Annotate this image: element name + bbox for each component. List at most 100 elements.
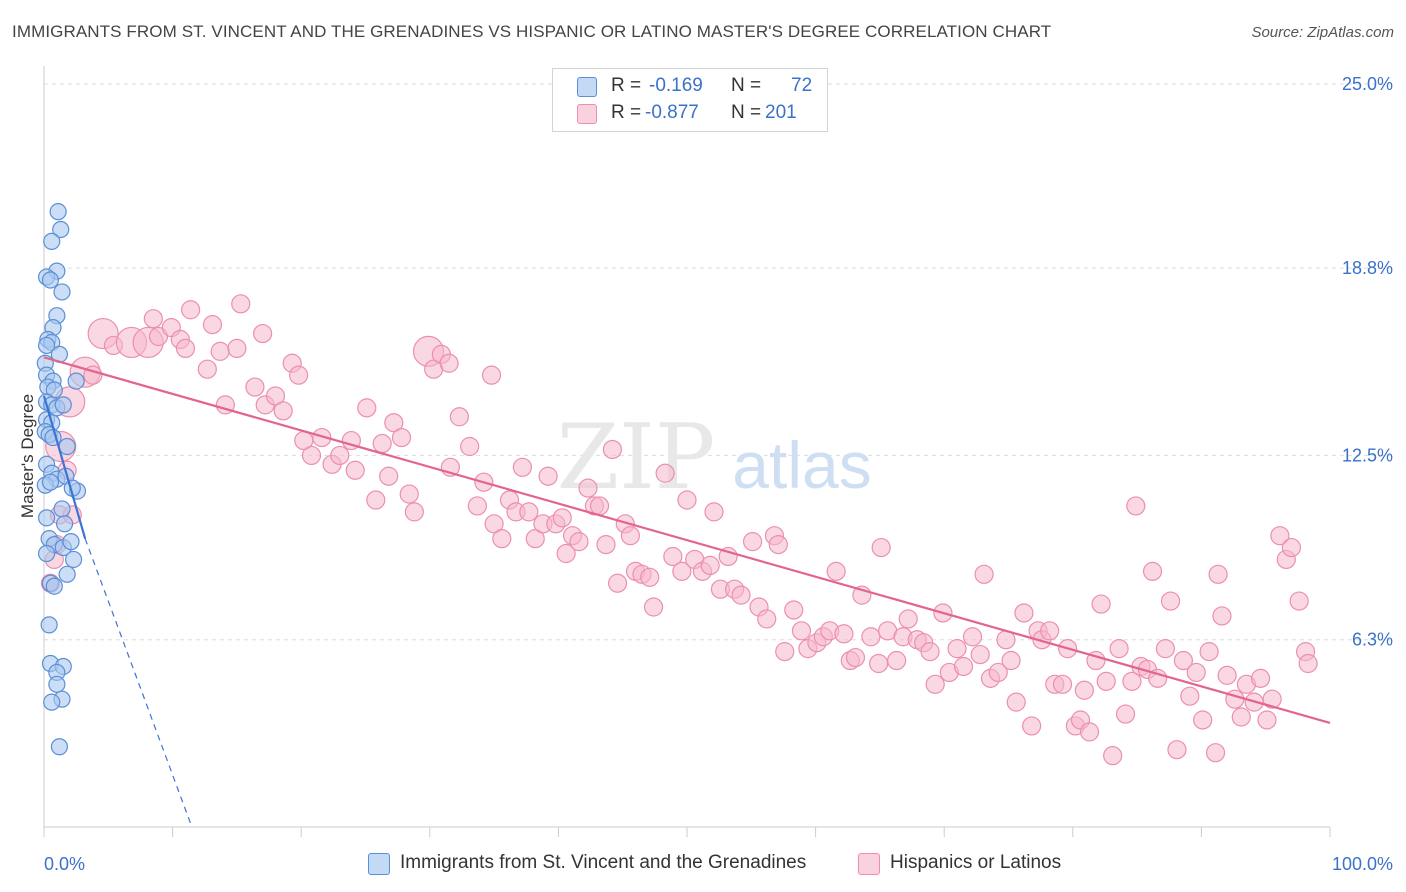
hispanics-point-156 bbox=[1167, 740, 1187, 760]
hispanics-point-141 bbox=[1079, 722, 1100, 742]
hispanics-point-166 bbox=[1225, 689, 1245, 709]
svg-immigrants-point-56 bbox=[50, 738, 69, 756]
hispanics-point-56 bbox=[512, 457, 532, 477]
hispanics-point-158 bbox=[1180, 686, 1200, 706]
hispanics-point-107 bbox=[861, 627, 881, 647]
hispanics-point-131 bbox=[1022, 716, 1042, 736]
hispanics-point-26 bbox=[289, 365, 309, 385]
hispanics-point-113 bbox=[898, 609, 918, 629]
hispanics-point-109 bbox=[871, 537, 891, 558]
svg-immigrants-point-0 bbox=[49, 203, 67, 221]
legend-swatch-series2 bbox=[577, 104, 597, 124]
hispanics-point-79 bbox=[663, 546, 683, 567]
chart-title: IMMIGRANTS FROM ST. VINCENT AND THE GREN… bbox=[12, 22, 1052, 41]
hispanics-point-124 bbox=[974, 564, 994, 584]
hispanics-point-157 bbox=[1173, 650, 1193, 671]
hispanics-point-58 bbox=[525, 529, 545, 549]
hispanics-point-108 bbox=[869, 653, 889, 674]
hispanics-point-105 bbox=[845, 647, 866, 668]
hispanics-point-12 bbox=[175, 338, 196, 359]
hispanics-point-14 bbox=[197, 359, 217, 379]
hispanics-point-164 bbox=[1212, 606, 1232, 626]
hispanics-point-134 bbox=[1040, 621, 1060, 641]
legend-r-label: R = bbox=[611, 75, 642, 96]
hispanics-point-148 bbox=[1122, 671, 1142, 691]
hispanics-point-28 bbox=[301, 445, 322, 466]
hispanics-point-80 bbox=[672, 561, 692, 581]
watermark-atlas: atlas bbox=[732, 428, 871, 502]
hispanics-point-122 bbox=[962, 627, 983, 647]
hispanics-point-92 bbox=[757, 609, 777, 629]
hispanics-point-63 bbox=[556, 543, 576, 564]
hispanics-point-146 bbox=[1109, 639, 1129, 659]
hispanics-point-21 bbox=[253, 323, 273, 344]
svg-immigrants-point-18 bbox=[67, 372, 85, 390]
bottom-legend-swatch-series1 bbox=[368, 853, 390, 875]
svg-immigrants-point-53 bbox=[48, 675, 66, 693]
hispanics-point-57 bbox=[519, 502, 539, 522]
hispanics-point-96 bbox=[784, 600, 804, 620]
hispanics-point-60 bbox=[538, 466, 558, 486]
hispanics-point-18 bbox=[227, 338, 247, 359]
hispanics-point-111 bbox=[887, 650, 907, 671]
legend: R = -0.169 N = 72 R = -0.877 N = 201 bbox=[552, 68, 828, 132]
hispanics-point-69 bbox=[596, 534, 616, 555]
hispanics-point-171 bbox=[1257, 710, 1277, 730]
hispanics-trend-line bbox=[43, 356, 1331, 725]
hispanics-point-163 bbox=[1208, 564, 1228, 584]
x-tick-label-max: 100.0% bbox=[1332, 854, 1393, 874]
hispanics-point-49 bbox=[467, 496, 487, 516]
hispanics-point-140 bbox=[1074, 680, 1094, 700]
series-hispanics-points bbox=[40, 294, 1318, 766]
x-tick-label-min: 0.0% bbox=[44, 854, 85, 874]
hispanics-point-102 bbox=[826, 561, 846, 581]
svg-immigrants-point-2 bbox=[43, 232, 61, 250]
series-svg-immigrants-points bbox=[36, 203, 87, 756]
legend-n-value: 201 bbox=[765, 102, 797, 123]
hispanics-point-147 bbox=[1115, 704, 1136, 724]
svg-immigrants-point-47 bbox=[45, 577, 63, 595]
hispanics-point-19 bbox=[231, 294, 251, 314]
hispanics-point-38 bbox=[384, 413, 404, 433]
svg-immigrants-point-6 bbox=[53, 283, 71, 301]
source-label: Source: ZipAtlas.com bbox=[1251, 24, 1394, 41]
hispanics-point-52 bbox=[484, 514, 504, 534]
bottom-legend: Immigrants from St. Vincent and the Gren… bbox=[0, 852, 1406, 878]
hispanics-point-78 bbox=[655, 463, 675, 483]
hispanics-point-129 bbox=[1006, 692, 1026, 712]
svg-immigrants-point-28 bbox=[58, 437, 76, 456]
hispanics-point-95 bbox=[775, 642, 795, 662]
hispanics-point-120 bbox=[947, 639, 967, 659]
hispanics-point-29 bbox=[312, 427, 332, 448]
hispanics-point-85 bbox=[704, 502, 724, 522]
legend-r-label: R = bbox=[611, 102, 642, 123]
tick-labels: 6.3% 12.5% 18.8% 25.0% 0.0% 100.0% bbox=[44, 74, 1393, 874]
hispanics-point-116 bbox=[920, 642, 940, 662]
hispanics-point-70 bbox=[602, 439, 623, 460]
hispanics-point-145 bbox=[1103, 746, 1123, 766]
hispanics-point-126 bbox=[988, 662, 1008, 683]
hispanics-point-130 bbox=[1014, 603, 1034, 623]
hispanics-point-128 bbox=[1001, 650, 1021, 671]
hispanics-point-65 bbox=[569, 532, 589, 552]
hispanics-point-47 bbox=[449, 407, 469, 427]
svg-immigrants-point-48 bbox=[58, 565, 76, 583]
hispanics-point-39 bbox=[391, 427, 412, 448]
hispanics-point-71 bbox=[607, 573, 628, 593]
legend-n-value: 72 bbox=[791, 75, 813, 96]
hispanics-point-73 bbox=[620, 526, 641, 546]
svg-immigrants-trend-line bbox=[42, 395, 87, 539]
hispanics-point-66 bbox=[578, 478, 598, 498]
svg-immigrants-point-11 bbox=[37, 336, 56, 355]
hispanics-point-165 bbox=[1217, 665, 1237, 685]
hispanics-point-48 bbox=[460, 436, 480, 457]
hispanics-point-155 bbox=[1160, 591, 1181, 611]
hispanics-point-15 bbox=[202, 315, 223, 335]
svg-immigrants-point-39 bbox=[55, 515, 74, 533]
hispanics-point-153 bbox=[1148, 668, 1168, 688]
hispanics-point-121 bbox=[953, 656, 974, 677]
hispanics-point-178 bbox=[1298, 653, 1318, 674]
hispanics-point-36 bbox=[372, 433, 392, 454]
hispanics-point-76 bbox=[640, 567, 660, 587]
svg-immigrants-point-38 bbox=[37, 509, 56, 527]
